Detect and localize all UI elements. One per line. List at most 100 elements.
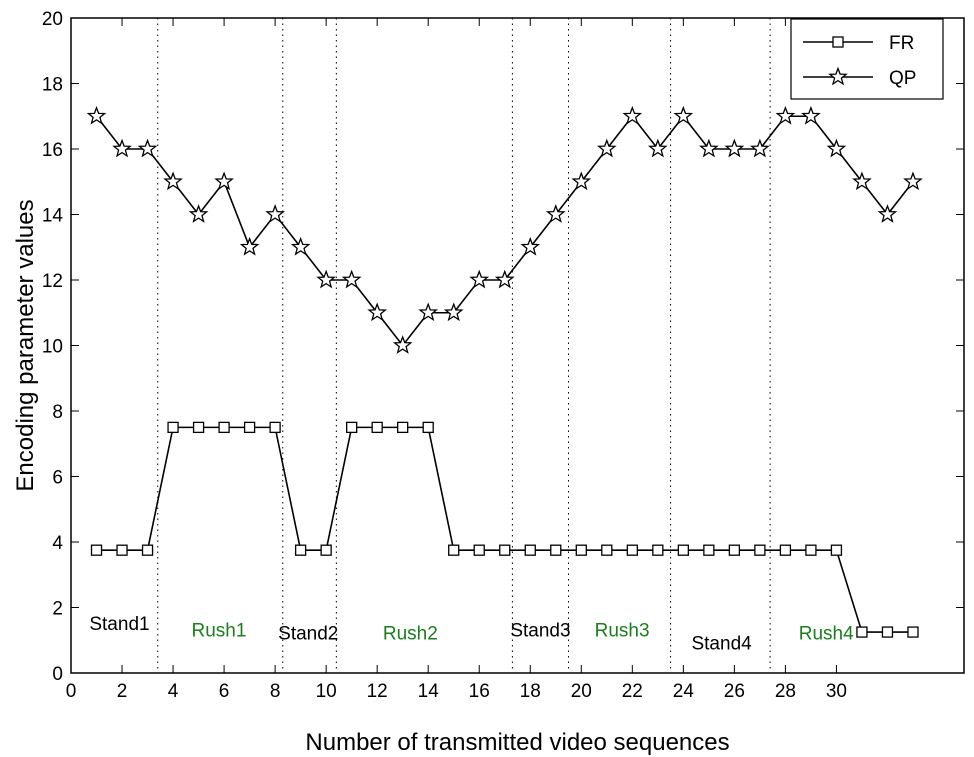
fr-data-point [269, 421, 281, 434]
qp-data-point [647, 138, 668, 158]
fr-data-point [473, 544, 485, 556]
fr-data-point [728, 544, 741, 556]
qp-data-point [469, 269, 490, 289]
x-tick-label: 10 [316, 681, 337, 702]
qp-data-point [673, 105, 694, 125]
y-tick-label: 4 [52, 533, 63, 554]
fr-data-point [422, 421, 434, 434]
x-tick-label: 28 [775, 681, 796, 702]
x-tick-label: 4 [168, 681, 179, 702]
fr-legend-marker [832, 36, 844, 48]
qp-data-point [137, 138, 158, 158]
y-tick-label: 16 [42, 140, 63, 161]
legend-box [790, 18, 944, 100]
fr-data-point [652, 544, 664, 556]
qp-data-point [494, 269, 515, 289]
fr-data-point [218, 421, 230, 434]
qp-data-point [545, 204, 566, 223]
qp-data-point [520, 236, 541, 256]
fr-data-point [830, 544, 843, 556]
region-label: Rush4 [799, 624, 854, 645]
qp-data-point [112, 138, 132, 158]
qp-data-point [290, 236, 311, 256]
qp-data-point [239, 236, 260, 256]
qp-legend-label: QP [889, 68, 916, 89]
fr-data-point [192, 421, 205, 434]
fr-data-point [907, 626, 919, 638]
qp-data-point [392, 335, 413, 354]
fr-data-point [550, 544, 562, 556]
axis-ticks [70, 17, 964, 674]
x-tick-label: 6 [219, 681, 230, 702]
fr-data-point [448, 544, 460, 556]
region-separators [157, 18, 771, 673]
fr-data-point [320, 544, 332, 556]
fr-data-point [294, 544, 307, 556]
qp-data-point [443, 302, 464, 322]
y-tick-label: 2 [52, 599, 63, 620]
region-label: Stand1 [89, 614, 149, 635]
x-axis-label: Number of transmitted video sequences [305, 729, 729, 756]
fr-data-point [524, 544, 536, 556]
fr-series-line [96, 426, 913, 633]
qp-data-point [877, 204, 898, 223]
x-tick-label: 14 [418, 681, 440, 702]
qp-series-line [95, 114, 914, 347]
y-tick-label: 20 [42, 9, 63, 30]
qp-data-point [188, 204, 209, 223]
fr-data-point [346, 421, 358, 434]
fr-data-point [575, 544, 587, 556]
fr-data-point [881, 626, 894, 638]
fr-data-point [805, 544, 817, 556]
x-tick-label: 8 [270, 681, 281, 702]
y-tick-label: 6 [52, 468, 63, 489]
fr-legend-label: FR [889, 33, 914, 54]
fr-data-point [141, 544, 154, 556]
qp-data-point [775, 105, 796, 125]
fr-data-point [90, 544, 103, 556]
x-tick-label: 22 [622, 681, 643, 702]
qp-data-point [571, 171, 592, 191]
qp-data-point [418, 302, 439, 322]
x-tick-label: 18 [520, 681, 541, 702]
qp-data-point [596, 138, 617, 158]
tick-labels: 0 2 4 6 8 10 12 14 16 18 20 22 24 26 28 300246810121416… [42, 9, 847, 702]
region-label: Rush3 [595, 620, 650, 641]
y-axis-label: Encoding parameter values [12, 199, 39, 491]
qp-data-point [367, 302, 388, 322]
qp-data-point [341, 269, 362, 289]
y-tick-label: 0 [52, 664, 63, 685]
y-tick-label: 14 [42, 206, 64, 227]
fr-data-point [779, 544, 792, 556]
fr-data-point [626, 544, 638, 556]
x-tick-label: 2 [117, 681, 128, 702]
fr-data-point [371, 421, 383, 434]
qp-data-point [903, 171, 923, 191]
y-tick-label: 10 [42, 337, 63, 358]
qp-data-point [316, 269, 336, 289]
y-tick-label: 8 [52, 402, 63, 423]
y-tick-label: 12 [42, 271, 63, 292]
qp-data-point [622, 105, 643, 125]
qp-data-point [826, 138, 847, 158]
fr-data-point [856, 626, 868, 638]
fr-data-point [116, 544, 128, 556]
fr-data-point [167, 421, 179, 434]
fr-data-point [243, 421, 256, 434]
qp-legend-marker [828, 66, 848, 86]
fr-data-point [677, 544, 689, 556]
qp-data-point [699, 138, 719, 158]
fr-data-point [397, 421, 409, 434]
x-tick-label: 12 [367, 681, 388, 702]
qp-data-point [86, 105, 107, 125]
x-tick-label: 30 [826, 681, 847, 702]
fr-data-point [703, 544, 715, 556]
x-tick-label: 16 [469, 681, 490, 702]
qp-data-point [163, 171, 183, 191]
qp-data-point [724, 138, 745, 158]
x-tick-label: 20 [571, 681, 592, 702]
region-label: Rush1 [192, 620, 247, 641]
qp-data-point [750, 138, 770, 158]
x-tick-label: 0 [66, 681, 77, 702]
